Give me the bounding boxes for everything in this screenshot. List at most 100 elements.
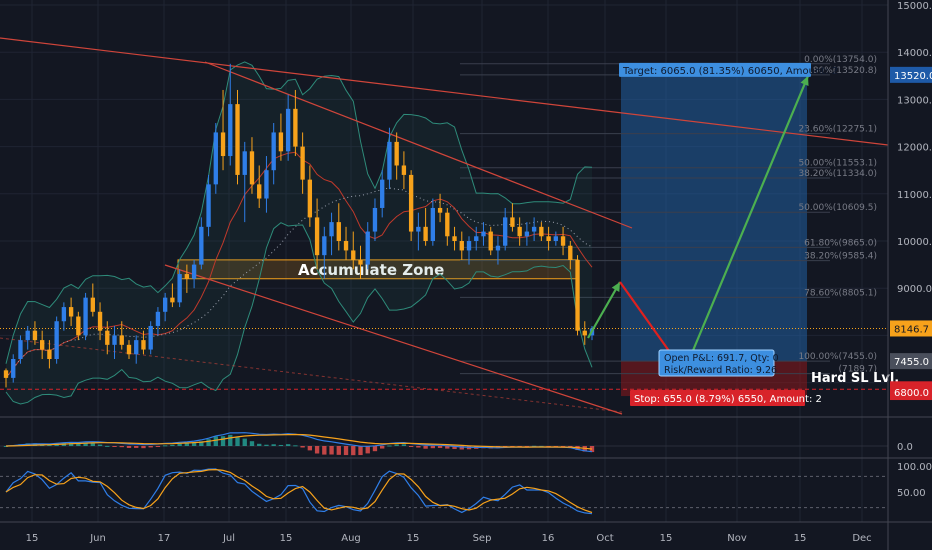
candle[interactable] <box>401 165 407 175</box>
candle[interactable] <box>134 340 139 355</box>
macd-histogram-bar <box>249 441 255 446</box>
candle[interactable] <box>148 325 153 350</box>
candle[interactable] <box>126 344 132 355</box>
candle[interactable] <box>524 231 530 237</box>
candle[interactable] <box>162 297 168 312</box>
candle[interactable] <box>141 340 146 350</box>
candle[interactable] <box>488 231 493 251</box>
candle[interactable] <box>3 370 9 378</box>
candle[interactable] <box>495 245 501 251</box>
candle[interactable] <box>560 236 566 246</box>
candle[interactable] <box>264 170 269 199</box>
candle[interactable] <box>394 141 399 166</box>
candle[interactable] <box>474 236 479 241</box>
candle[interactable] <box>220 132 226 157</box>
candle[interactable] <box>97 311 103 331</box>
candle[interactable] <box>119 335 124 345</box>
candle[interactable] <box>300 146 305 180</box>
candle[interactable] <box>322 236 327 256</box>
macd-histogram-bar <box>459 446 464 450</box>
candle[interactable] <box>90 297 95 312</box>
candle[interactable] <box>466 241 472 251</box>
candle[interactable] <box>380 179 385 208</box>
candle[interactable] <box>105 330 110 345</box>
candle[interactable] <box>177 274 182 303</box>
candle[interactable] <box>531 226 537 232</box>
candle[interactable] <box>40 340 45 350</box>
candle[interactable] <box>365 231 370 265</box>
candle[interactable] <box>68 307 74 317</box>
macd-histogram-bar <box>235 437 240 446</box>
y-tick-label: 9000.0 <box>897 284 932 295</box>
candle[interactable] <box>18 340 23 359</box>
candle[interactable] <box>61 307 67 322</box>
candle[interactable] <box>184 274 190 279</box>
target-box <box>621 70 807 362</box>
candle[interactable] <box>199 226 204 265</box>
candle[interactable] <box>54 321 59 359</box>
price-label-bg <box>890 384 932 401</box>
candle[interactable] <box>336 222 341 241</box>
candlestick-series[interactable] <box>3 63 595 388</box>
candle[interactable] <box>445 212 450 237</box>
candle[interactable] <box>459 241 464 251</box>
candle[interactable] <box>343 241 349 251</box>
candle[interactable] <box>76 316 81 336</box>
candle[interactable] <box>503 217 508 246</box>
candle[interactable] <box>358 259 363 265</box>
candle[interactable] <box>481 231 486 237</box>
candle[interactable] <box>249 151 255 185</box>
macd-histogram-bar <box>3 446 9 447</box>
candle[interactable] <box>307 179 313 218</box>
candle[interactable] <box>351 250 356 260</box>
candle[interactable] <box>539 226 544 237</box>
candle[interactable] <box>416 226 421 232</box>
candle[interactable] <box>235 104 240 175</box>
candle[interactable] <box>314 217 320 256</box>
macd-histogram-bar <box>206 439 211 446</box>
candle[interactable] <box>47 349 52 359</box>
candle[interactable] <box>242 151 247 175</box>
macd-histogram-bar <box>380 446 385 449</box>
band-upper <box>5 61 593 364</box>
candle[interactable] <box>25 330 30 341</box>
candle[interactable] <box>11 359 16 378</box>
candle[interactable] <box>271 132 276 171</box>
candle[interactable] <box>170 297 175 303</box>
candle[interactable] <box>452 236 457 241</box>
candle[interactable] <box>517 226 522 237</box>
x-tick-label: Aug <box>341 533 361 544</box>
candle[interactable] <box>372 207 378 232</box>
candle[interactable] <box>206 184 211 227</box>
candle[interactable] <box>510 217 515 227</box>
candle[interactable] <box>228 104 233 157</box>
y-tick-label: 15000.0 <box>897 1 932 12</box>
trend-lines <box>0 37 889 415</box>
candle[interactable] <box>387 141 392 180</box>
candle[interactable] <box>278 132 284 152</box>
candle[interactable] <box>408 174 414 232</box>
candle[interactable] <box>582 330 587 336</box>
candle[interactable] <box>257 184 262 199</box>
x-tick-label: Jun <box>89 533 106 544</box>
candle[interactable] <box>568 245 573 260</box>
candle[interactable] <box>32 330 38 341</box>
candle[interactable] <box>430 207 436 241</box>
candle[interactable] <box>83 297 88 336</box>
candle[interactable] <box>191 264 197 279</box>
candle[interactable] <box>546 236 551 241</box>
candle[interactable] <box>437 207 443 213</box>
macd-histogram-bar <box>90 443 95 446</box>
candle[interactable] <box>423 226 428 241</box>
candle[interactable] <box>213 132 218 185</box>
candle[interactable] <box>112 335 117 345</box>
candle[interactable] <box>329 222 334 237</box>
fib-label: 38.20%(9585.4) <box>804 252 877 262</box>
y-tick-label: 12000.0 <box>897 143 932 154</box>
candle[interactable] <box>553 236 558 241</box>
candle[interactable] <box>293 108 298 147</box>
candle[interactable] <box>285 108 291 152</box>
candle[interactable] <box>155 311 161 326</box>
candle[interactable] <box>575 259 580 331</box>
